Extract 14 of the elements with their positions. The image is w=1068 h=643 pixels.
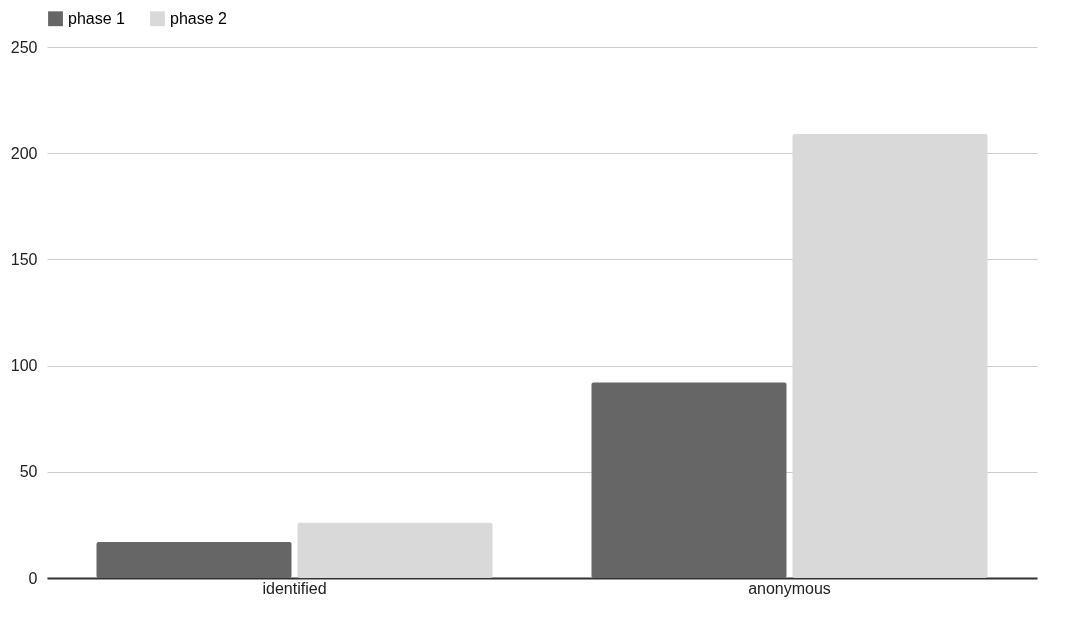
y-tick-label: 200 xyxy=(10,144,38,162)
y-tick-label: 50 xyxy=(19,463,38,481)
y-tick-label: 150 xyxy=(10,250,38,268)
bar xyxy=(297,522,493,578)
bar xyxy=(792,134,988,578)
y-tick-label: 100 xyxy=(10,357,38,375)
x-tick-label: anonymous xyxy=(748,579,831,597)
legend-label: phase 2 xyxy=(170,9,228,27)
x-tick-label: identified xyxy=(262,579,327,597)
legend-label: phase 1 xyxy=(68,9,126,27)
bar xyxy=(591,382,787,578)
y-tick-label: 250 xyxy=(10,38,38,56)
bar xyxy=(96,541,292,578)
y-tick-label: 0 xyxy=(28,569,38,587)
